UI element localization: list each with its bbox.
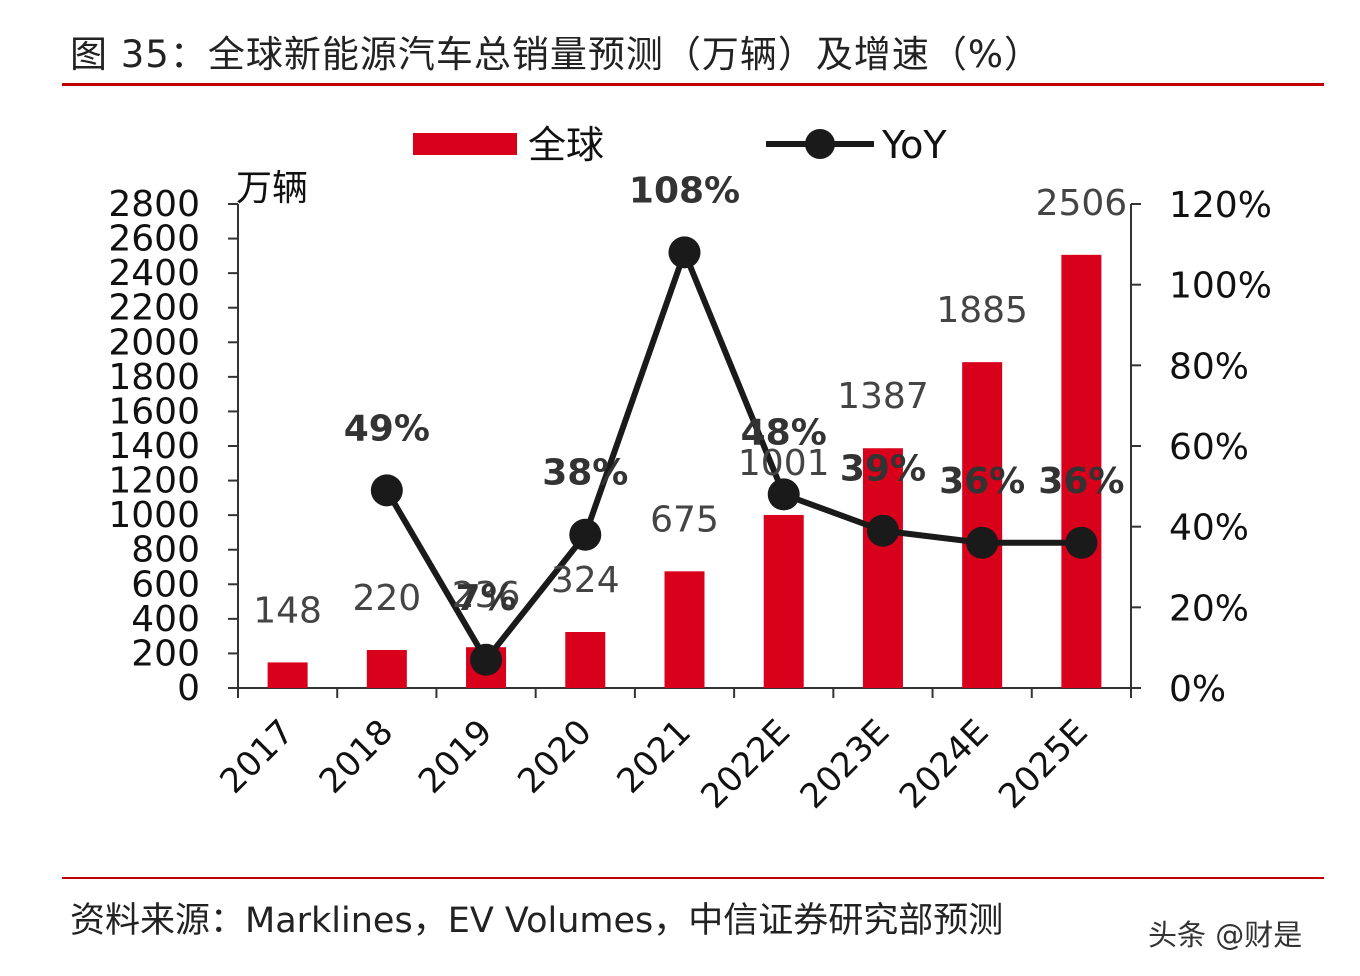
yoy-point-2020 <box>569 518 602 551</box>
yoy-label-2022E: 48% <box>741 412 827 453</box>
y-left-tick-label: 800 <box>131 530 200 571</box>
bar-2017 <box>267 662 308 688</box>
y-right-tick-label: 40% <box>1169 508 1249 549</box>
bar-2020 <box>565 631 606 688</box>
x-tick-label: 2023E <box>793 712 898 817</box>
y-left-tick-label: 1400 <box>108 426 200 467</box>
bar-2025E <box>1061 254 1102 688</box>
y-right-tick-label: 120% <box>1169 185 1272 226</box>
bar-2021 <box>664 571 705 688</box>
bar-2018 <box>366 649 407 688</box>
x-tick-label: 2019 <box>411 712 500 801</box>
bar-label-2018: 220 <box>352 578 421 619</box>
legend-bar-swatch <box>413 133 517 155</box>
yoy-label-2021: 108% <box>629 170 740 211</box>
x-tick-label: 2017 <box>213 712 302 801</box>
y-left-tick-label: 1600 <box>108 391 200 432</box>
legend-line-marker <box>805 129 835 159</box>
y-left-tick-label: 1000 <box>108 495 200 536</box>
yoy-point-2023E <box>866 514 899 547</box>
x-tick-label: 2022E <box>693 712 798 817</box>
footer-divider <box>62 877 1324 879</box>
legend-bar-label: 全球 <box>528 123 604 167</box>
y-left-tick-label: 200 <box>131 633 200 674</box>
yoy-polyline <box>384 249 1082 663</box>
x-tick-label: 2025E <box>991 712 1096 817</box>
bar-label-2020: 324 <box>551 560 620 601</box>
bar-label-2023E: 1387 <box>837 376 929 417</box>
yoy-label-2019: 7% <box>455 578 516 619</box>
y-left-tick-label: 1800 <box>108 357 200 398</box>
bars <box>267 254 1102 688</box>
source-note: 资料来源：Marklines，EV Volumes，中信证券研究部预测 <box>70 901 1004 941</box>
y-left-tick-label: 1200 <box>108 461 200 502</box>
y-left-tick-label: 0 <box>177 668 200 709</box>
x-tick-label: 2018 <box>312 712 401 801</box>
bar-label-2024E: 1885 <box>936 290 1028 331</box>
y-left-tick-label: 2200 <box>108 288 200 329</box>
y-left-tick-label: 2600 <box>108 219 200 260</box>
y-left-tick-label: 400 <box>131 599 200 640</box>
y-left-tick-label: 2400 <box>108 253 200 294</box>
bar-label-2019: 236 <box>452 575 521 616</box>
chart-title: 图 35：全球新能源汽车总销量预测（万辆）及增速（%） <box>70 33 1042 76</box>
title-divider <box>62 83 1324 86</box>
yoy-point-2022E <box>767 478 800 511</box>
y-left-tick-label: 600 <box>131 564 200 605</box>
bar-label-2025E: 2506 <box>1036 183 1128 224</box>
yoy-point-2021 <box>668 236 701 269</box>
bar-2023E <box>862 448 903 688</box>
legend: 全球 YoY <box>413 123 947 167</box>
y-right-tick-label: 0% <box>1169 669 1226 710</box>
bar-label-2017: 148 <box>253 590 322 631</box>
y-right-tick-label: 20% <box>1169 588 1249 629</box>
y-right-tick-label: 100% <box>1169 266 1272 307</box>
x-tick-label: 2021 <box>609 712 698 801</box>
bar-2024E <box>962 362 1003 688</box>
y-left-unit-label: 万辆 <box>236 168 308 209</box>
x-tick-label: 2020 <box>510 712 599 801</box>
yoy-point-2024E <box>966 526 999 559</box>
x-tick-label: 2024E <box>892 712 997 817</box>
yoy-label-2020: 38% <box>542 453 628 494</box>
y-left-tick-label: 2000 <box>108 322 200 363</box>
yoy-line <box>370 236 1098 676</box>
yoy-point-2019 <box>470 643 503 676</box>
yoy-point-2018 <box>370 474 403 507</box>
y-right-tick-label: 60% <box>1169 427 1249 468</box>
yoy-label-2024E: 36% <box>939 461 1025 502</box>
legend-line-label: YoY <box>881 123 947 167</box>
yoy-label-2025E: 36% <box>1038 461 1124 502</box>
y-left-tick-label: 2800 <box>108 184 200 225</box>
yoy-label-2018: 49% <box>344 408 430 449</box>
yoy-point-2025E <box>1065 526 1098 559</box>
bar-2022E <box>763 514 804 688</box>
bar-label-2022E: 1001 <box>738 443 830 484</box>
bar-label-2021: 675 <box>650 499 719 540</box>
watermark: 头条 @财是 <box>1148 918 1303 952</box>
y-right-tick-label: 80% <box>1169 346 1249 387</box>
yoy-label-2023E: 39% <box>840 449 926 490</box>
